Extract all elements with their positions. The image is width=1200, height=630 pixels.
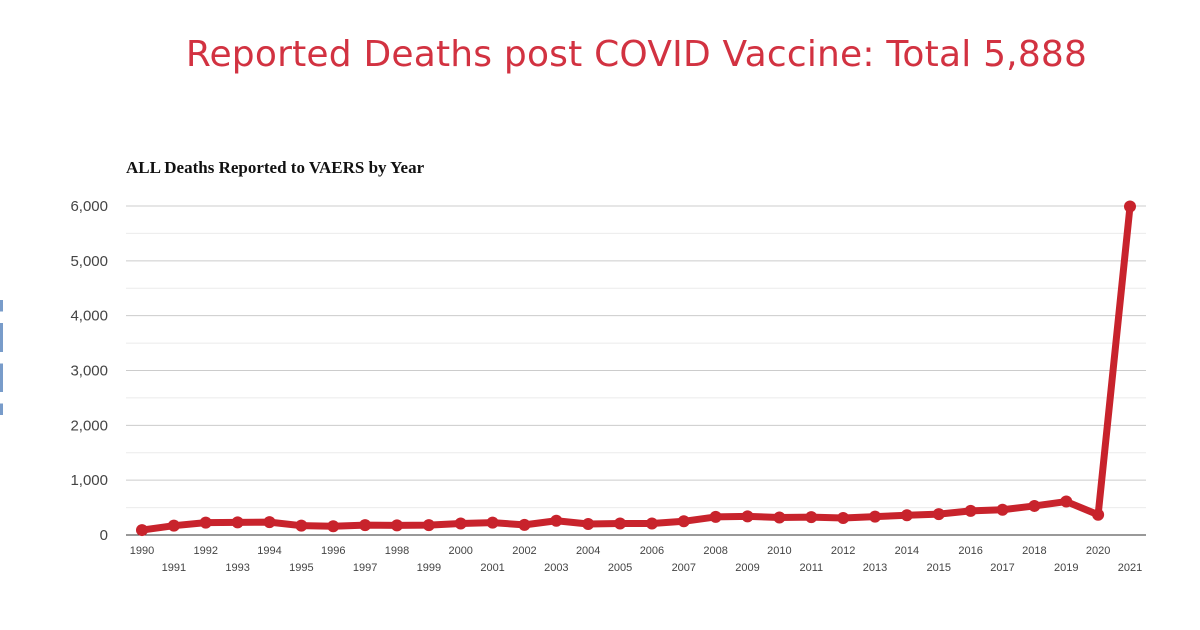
data-point <box>486 516 499 529</box>
x-tick-label: 1992 <box>193 545 217 557</box>
x-tick-label: 2021 <box>1118 562 1142 574</box>
x-tick-label: 1998 <box>385 545 409 557</box>
y-tick-label: 5,000 <box>70 253 108 270</box>
x-tick-label: 2004 <box>576 545 600 557</box>
data-point <box>773 511 786 524</box>
y-tick-label: 6,000 <box>70 198 108 215</box>
data-point <box>1124 200 1136 213</box>
x-tick-label: 2017 <box>990 562 1014 574</box>
headline: Reported Deaths post COVID Vaccine: Tota… <box>185 34 1088 75</box>
data-point <box>614 517 627 530</box>
data-point <box>327 520 340 533</box>
data-point <box>996 503 1009 516</box>
series-line <box>138 203 1134 534</box>
series-layer <box>136 200 1136 537</box>
x-axis-ticks: 1990 1991 1992 1993 1994 1995 1996 1997 1998 1999… <box>130 545 1142 574</box>
gridlines <box>126 205 1146 509</box>
x-tick-label: 2019 <box>1054 562 1078 574</box>
y-axis-ticks: 0 1,000 2,000 3,000 4,000 5,000 6,000 <box>70 198 108 544</box>
y-tick-label: 0 <box>100 527 108 544</box>
x-tick-label: 2003 <box>544 562 568 574</box>
y-tick-label: 4,000 <box>70 308 108 325</box>
x-tick-label: 2016 <box>958 545 982 557</box>
x-tick-label: 2020 <box>1086 545 1110 557</box>
x-tick-label: 1994 <box>257 545 281 557</box>
x-tick-label: 2001 <box>480 562 504 574</box>
data-point <box>900 509 913 522</box>
y-tick-label: 3,000 <box>70 363 108 380</box>
x-tick-label: 1995 <box>289 562 313 574</box>
data-point <box>1060 495 1073 508</box>
data-point <box>709 510 722 523</box>
x-tick-label: 1991 <box>162 562 186 574</box>
data-point <box>741 510 754 523</box>
data-point <box>645 517 658 530</box>
chart-title: ALL Deaths Reported to VAERS by Year <box>126 158 425 177</box>
x-tick-label: 2002 <box>512 545 536 557</box>
x-tick-label: 1993 <box>225 562 249 574</box>
x-tick-label: 1999 <box>417 562 441 574</box>
x-tick-label: 2011 <box>799 562 823 574</box>
x-tick-label: 2000 <box>448 545 472 557</box>
edge-fragment <box>0 300 3 415</box>
data-point <box>167 519 180 532</box>
x-tick-label: 2012 <box>831 545 855 557</box>
data-point <box>837 512 850 525</box>
data-point <box>231 516 244 529</box>
x-tick-label: 2006 <box>640 545 664 557</box>
x-tick-label: 2013 <box>863 562 887 574</box>
data-point <box>964 504 977 517</box>
data-point <box>1092 508 1105 521</box>
data-point <box>422 519 435 532</box>
y-tick-label: 1,000 <box>70 472 108 489</box>
data-point <box>390 519 403 532</box>
data-point <box>1028 499 1041 512</box>
data-point <box>199 516 212 529</box>
x-tick-label: 2007 <box>672 562 696 574</box>
x-tick-label: 2014 <box>895 545 919 557</box>
x-tick-label: 2008 <box>703 545 727 557</box>
data-point <box>582 518 595 531</box>
data-point <box>677 515 690 528</box>
data-point <box>869 510 882 523</box>
data-point <box>263 516 276 529</box>
y-tick-label: 2,000 <box>70 417 108 434</box>
data-point <box>518 518 531 531</box>
x-tick-label: 1990 <box>130 545 154 557</box>
data-point <box>932 508 945 521</box>
x-tick-label: 1996 <box>321 545 345 557</box>
x-tick-label: 1997 <box>353 562 377 574</box>
data-point <box>550 514 563 527</box>
x-tick-label: 2010 <box>767 545 791 557</box>
x-tick-label: 2005 <box>608 562 632 574</box>
x-tick-label: 2009 <box>735 562 759 574</box>
data-point <box>295 519 308 532</box>
x-tick-label: 2015 <box>927 562 951 574</box>
x-tick-label: 2018 <box>1022 545 1046 557</box>
data-point <box>805 511 818 524</box>
data-point <box>359 519 372 532</box>
data-point <box>136 524 148 537</box>
data-point <box>454 517 467 530</box>
